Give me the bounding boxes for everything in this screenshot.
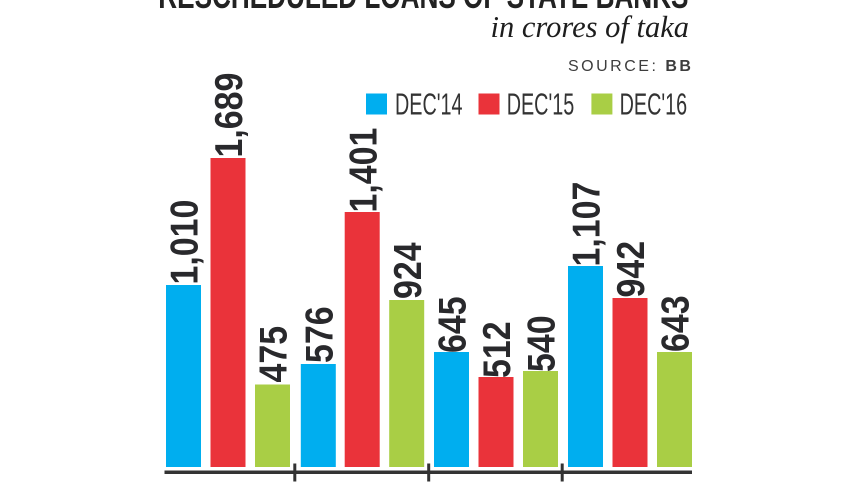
svg-text:DEC'16: DEC'16 [620,89,688,122]
svg-text:in crores of taka: in crores of taka [490,10,689,44]
svg-text:643: 643 [653,295,697,352]
svg-text:475: 475 [251,326,295,383]
svg-text:1,010: 1,010 [162,200,206,285]
svg-text:DEC'14: DEC'14 [395,89,463,122]
svg-text:1,107: 1,107 [564,182,608,267]
svg-text:942: 942 [609,241,653,298]
svg-text:DEC'15: DEC'15 [507,89,575,122]
svg-text:1,401: 1,401 [341,128,385,213]
svg-text:SOURCE: BB: SOURCE: BB [568,58,693,75]
svg-text:540: 540 [519,315,563,372]
svg-text:512: 512 [475,321,519,378]
svg-text:RESCHEDULED LOANS OF STATE BAN: RESCHEDULED LOANS OF STATE BANKS [158,0,688,16]
svg-text:1,689: 1,689 [207,73,251,158]
svg-text:576: 576 [297,306,341,363]
svg-text:924: 924 [386,242,430,299]
svg-text:645: 645 [430,296,474,353]
